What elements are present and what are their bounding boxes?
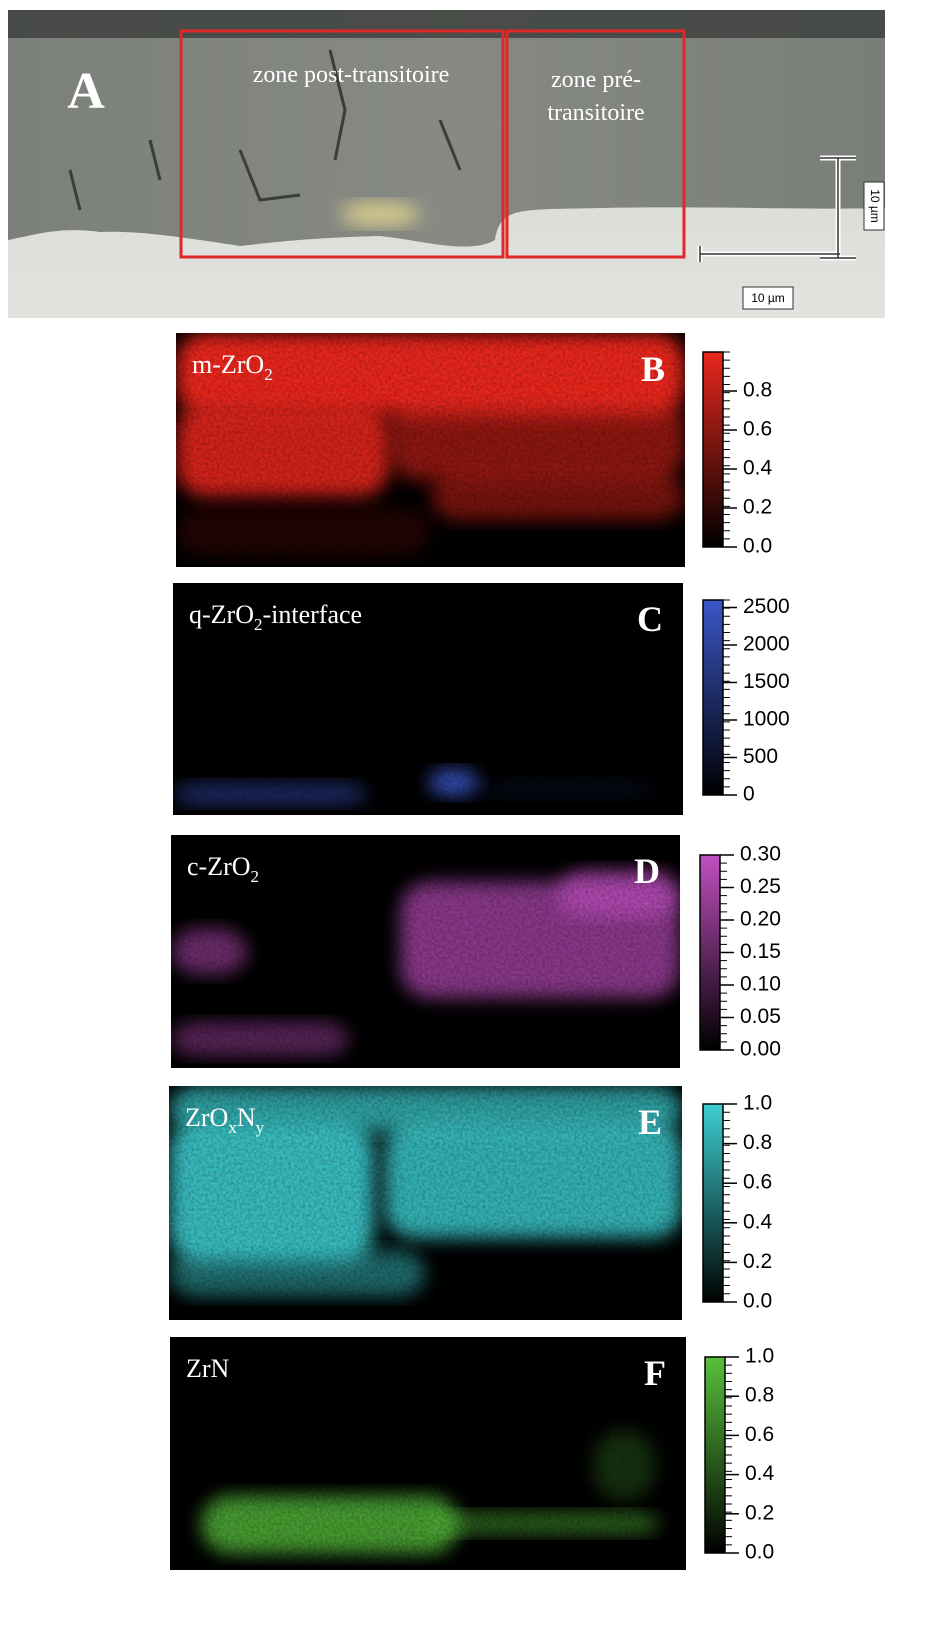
colorbar-tick-label: 0.2 — [743, 496, 772, 519]
label-part: m-ZrO — [192, 350, 264, 379]
colorbar-tick-label: 0.8 — [745, 1384, 774, 1407]
colorbar-tick-label: 0.0 — [745, 1541, 774, 1564]
inclusion — [340, 202, 420, 226]
colorbar-tick-label: 500 — [743, 745, 778, 768]
label-part: x — [228, 1118, 237, 1137]
noise — [169, 1086, 682, 1320]
colorbar-tick-label: 0.00 — [740, 1038, 781, 1061]
colorbar-tick-label: 0.4 — [743, 457, 773, 480]
colorbar-tick-label: 0.6 — [743, 418, 772, 441]
colorbar-tick-label: 0.4 — [745, 1462, 775, 1485]
colorbar-tick-label: 0.2 — [745, 1501, 774, 1524]
colorbar-tick-label: 1000 — [743, 708, 790, 731]
panel-letter: E — [638, 1102, 662, 1142]
label-part: N — [237, 1103, 256, 1132]
map-label: ZrOxNy — [185, 1103, 265, 1137]
map-panel: q-ZrO2-interface C 0 500 1000 1500 2000 2500 — [173, 583, 790, 815]
oxide-layer — [8, 10, 885, 247]
label-part: q-ZrO — [189, 600, 254, 629]
colorbar-tick-label: 0.6 — [745, 1423, 774, 1446]
colorbar-tick-label: 2000 — [743, 633, 790, 656]
colorbar — [699, 854, 721, 1051]
colorbar-tick-label: 0.25 — [740, 875, 781, 898]
scale-label: 10 µm — [751, 291, 785, 305]
scale-box — [863, 181, 885, 231]
colorbar-tick-label: 0.20 — [740, 908, 781, 931]
colorbar-tick-label: 0.6 — [743, 1171, 772, 1194]
label-part: 2 — [251, 867, 260, 886]
cracks — [68, 49, 462, 211]
resin-band — [8, 10, 885, 38]
panel-letter: D — [634, 851, 660, 891]
map-label: m-ZrO2 — [192, 350, 273, 384]
colorbar-tick-label: 0.30 — [740, 843, 781, 866]
zone-box — [505, 29, 686, 259]
noise — [173, 583, 683, 815]
noise — [176, 333, 685, 567]
label-part: ZrO — [185, 1103, 228, 1132]
map-panel: ZrOxNy E 0.0 0.2 0.4 0.6 0.8 1.0 — [169, 1086, 773, 1320]
colorbar-tick-label: 0.0 — [743, 535, 772, 558]
map-panel: ZrN F 0.0 0.2 0.4 0.6 0.8 1.0 — [170, 1337, 775, 1570]
noise — [171, 835, 680, 1068]
colorbar-tick-label: 0.2 — [743, 1250, 772, 1273]
colorbar-tick-label: 0 — [743, 783, 755, 806]
map-image — [176, 333, 685, 567]
panel-a: A zone post-transitoire zone pré- transi… — [8, 10, 885, 318]
zone-label: zone post-transitoire — [253, 62, 450, 88]
scale-bar — [699, 157, 856, 262]
colorbar-tick-label: 0.10 — [740, 973, 781, 996]
colorbar-tick-label: 0.05 — [740, 1005, 781, 1028]
zone-box — [179, 29, 505, 259]
label-part: y — [256, 1118, 265, 1137]
label-part: -interface — [262, 600, 362, 629]
noise — [170, 1337, 686, 1570]
map-label: q-ZrO2-interface — [189, 600, 362, 634]
scale-label: 10 µm — [868, 189, 882, 223]
map-image — [171, 835, 680, 1068]
colorbar-tick-label: 0.15 — [740, 940, 781, 963]
colorbar — [702, 1103, 724, 1303]
map-image — [170, 1337, 686, 1570]
colorbar — [702, 351, 724, 548]
panel-letter: F — [644, 1353, 666, 1393]
map-label: c-ZrO2 — [187, 852, 259, 886]
panel-letter: B — [641, 349, 665, 389]
colorbar-tick-label: 1.0 — [745, 1345, 774, 1368]
colorbar — [704, 1356, 726, 1554]
map-label: ZrN — [186, 1354, 230, 1383]
colorbar — [702, 599, 724, 796]
label-part: ZrN — [186, 1354, 230, 1383]
colorbar-tick-label: 0.4 — [743, 1210, 773, 1233]
scale-box — [742, 286, 794, 310]
map-panel: c-ZrO2 D 0.00 0.05 0.10 0.15 0.20 0.25 0.30 — [171, 835, 781, 1068]
panel-letter: C — [637, 599, 663, 639]
colorbar-tick-label: 0.0 — [743, 1290, 772, 1313]
colorbar-tick-label: 1.0 — [743, 1092, 772, 1115]
panel-letter: A — [67, 63, 105, 120]
map-image — [173, 583, 683, 815]
colorbar-tick-label: 0.8 — [743, 379, 772, 402]
zone-label: transitoire — [547, 100, 644, 126]
label-part: 2 — [264, 365, 273, 384]
colorbar-tick-label: 0.8 — [743, 1131, 772, 1154]
label-part: 2 — [254, 615, 263, 634]
label-part: c-ZrO — [187, 852, 251, 881]
zone-label: zone pré- — [551, 67, 641, 93]
map-panel: m-ZrO2 B 0.0 0.2 0.4 0.6 0.8 — [176, 333, 773, 567]
colorbar-tick-label: 2500 — [743, 595, 790, 618]
map-image — [169, 1086, 682, 1320]
colorbar-tick-label: 1500 — [743, 670, 790, 693]
